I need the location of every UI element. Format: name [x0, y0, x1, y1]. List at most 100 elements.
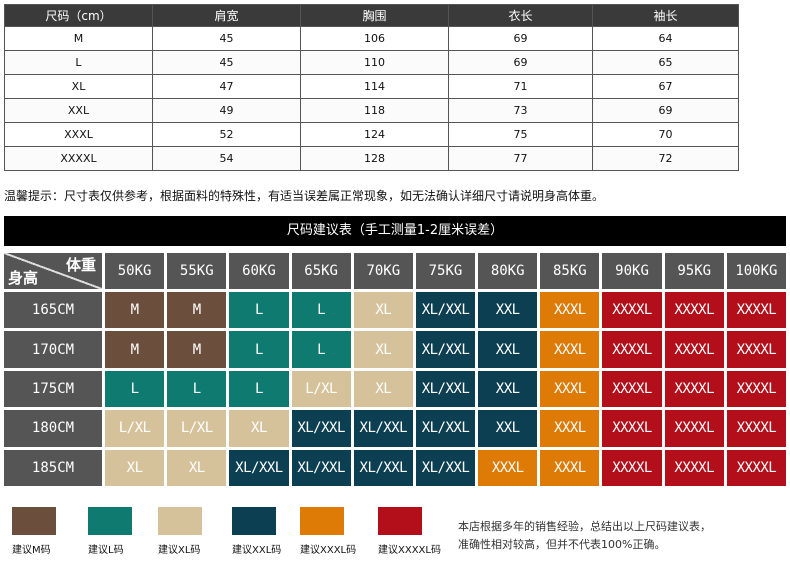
table-cell: 65: [592, 50, 739, 75]
legend-label: 建议M码: [12, 545, 51, 556]
size-cell: XXXXL: [664, 410, 724, 447]
table-cell: 77: [448, 146, 593, 171]
table-cell: 110: [300, 50, 449, 75]
height-header: 185CM: [4, 449, 102, 486]
table-cell: XXL: [4, 98, 153, 123]
legend-label: 建议XXXXL码: [378, 545, 441, 556]
size-cell: XXXL: [540, 331, 600, 368]
table-cell: 73: [448, 98, 593, 123]
legend-label: 建议XXL码: [232, 545, 282, 556]
disclaimer-note: 本店根据多年的销售经验，总结出以上尺码建议表， 准确性相对较高，但并不代表100…: [458, 518, 711, 554]
table-cell: 69: [448, 26, 593, 51]
size-cell: XXXXL: [602, 449, 662, 486]
size-cell: XL/XXL: [291, 449, 351, 486]
legend-swatch: [158, 507, 202, 535]
size-cell: XL/XXL: [415, 449, 476, 486]
legend-item: 建议L码: [88, 507, 132, 556]
table-cell: 54: [152, 146, 301, 171]
table-cell: 71: [448, 74, 593, 99]
weight-header: 65KG: [291, 253, 351, 289]
table-cell: 69: [448, 50, 593, 75]
weight-header: 75KG: [415, 253, 476, 289]
height-header: 165CM: [4, 292, 102, 329]
table-cell: 70: [592, 122, 739, 147]
table-cell: 45: [152, 26, 301, 51]
size-cell: XXXXL: [602, 292, 662, 329]
size-cell: XL: [353, 331, 413, 368]
table-cell: 72: [592, 146, 739, 171]
table-cell: 52: [152, 122, 301, 147]
grid-corner: 体重 身高: [4, 253, 102, 289]
weight-header: 90KG: [602, 253, 662, 289]
size-cell: L/XL: [167, 410, 227, 447]
header-chest: 胸围: [300, 4, 449, 27]
size-cell: XL/XXL: [353, 410, 413, 447]
table-cell: 69: [592, 98, 739, 123]
table-row: XL 47 114 71 67: [4, 74, 739, 99]
table-row: XXXXL 54 128 77 72: [4, 146, 739, 171]
legend-item: 建议XXL码: [232, 507, 281, 556]
weight-header: 95KG: [664, 253, 724, 289]
size-cell: XXXXL: [602, 331, 662, 368]
table-cell: 47: [152, 74, 301, 99]
size-cell: L: [229, 370, 289, 408]
legend-label: 建议L码: [88, 545, 124, 556]
table-cell: XL: [4, 74, 153, 99]
size-cell: XL/XXL: [415, 370, 476, 408]
size-cell: L: [229, 292, 289, 329]
size-cell: XL: [105, 449, 165, 486]
size-cell: XXXXL: [602, 410, 662, 447]
weight-header: 100KG: [726, 253, 786, 289]
weight-header: 70KG: [353, 253, 413, 289]
legend-swatch: [12, 507, 56, 535]
table-cell: 124: [300, 122, 449, 147]
table-cell: 49: [152, 98, 301, 123]
size-cell: XXXXL: [664, 449, 724, 486]
size-cell: XL: [229, 410, 289, 447]
legend-item: 建议M码: [12, 507, 56, 556]
table-cell: 128: [300, 146, 449, 171]
table-cell: 64: [592, 26, 739, 51]
size-cell: L: [229, 331, 289, 368]
size-cell: XL/XXL: [353, 449, 413, 486]
size-cell: XXXXL: [602, 370, 662, 408]
weight-header: 50KG: [105, 253, 165, 289]
height-header: 180CM: [4, 410, 102, 447]
size-cell: M: [167, 292, 227, 329]
size-cell: XL/XXL: [415, 331, 476, 368]
legend-swatch: [378, 507, 422, 535]
tip-text: 温馨提示：尺寸表仅供参考，根据面料的特殊性，有适当误差属正常现象，如无法确认详细…: [4, 189, 605, 203]
table-cell: XXXL: [4, 122, 153, 147]
size-cell: XXXXL: [726, 370, 786, 408]
size-cell: M: [105, 331, 165, 368]
size-cell: XXL: [478, 331, 538, 368]
weight-header: 85KG: [540, 253, 600, 289]
size-cell: XXXL: [540, 370, 600, 408]
size-cell: XL: [167, 449, 227, 486]
header-shoulder: 肩宽: [152, 4, 301, 27]
table-row: XXL 49 118 73 69: [4, 98, 739, 123]
size-measurement-table: 尺码（cm） 肩宽 胸围 衣长 袖长 M 45 106 69 64 L 45 110 69 65 X…: [4, 4, 739, 171]
table-row: M 45 106 69 64: [4, 26, 739, 51]
legend-item: 建议XL码: [158, 507, 202, 556]
size-cell: L/XL: [291, 370, 351, 408]
height-header: 175CM: [4, 370, 102, 408]
recommendation-grid: 体重 身高 50KG 55KG 60KG 65KG 70KG 75KG 80KG 85KG 90…: [4, 253, 786, 486]
corner-height-label: 身高: [8, 269, 39, 287]
weight-header: 60KG: [229, 253, 289, 289]
size-cell: L: [291, 292, 351, 329]
note-line-1: 本店根据多年的销售经验，总结出以上尺码建议表，: [458, 520, 711, 533]
recommendation-title: 尺码建议表（手工测量1-2厘米误差）: [4, 216, 786, 246]
size-cell: L: [291, 331, 351, 368]
size-cell: XL: [353, 292, 413, 329]
size-cell: L: [105, 370, 165, 408]
legend-label: 建议XXXL码: [300, 545, 357, 556]
table-row: L 45 110 69 65: [4, 50, 739, 75]
header-length: 衣长: [448, 4, 593, 27]
height-header: 170CM: [4, 331, 102, 368]
legend-swatch: [88, 507, 132, 535]
size-cell: XXXXL: [664, 370, 724, 408]
size-cell: XXXXL: [726, 292, 786, 329]
table-row: XXXL 52 124 75 70: [4, 122, 739, 147]
header-sleeve: 袖长: [592, 4, 739, 27]
